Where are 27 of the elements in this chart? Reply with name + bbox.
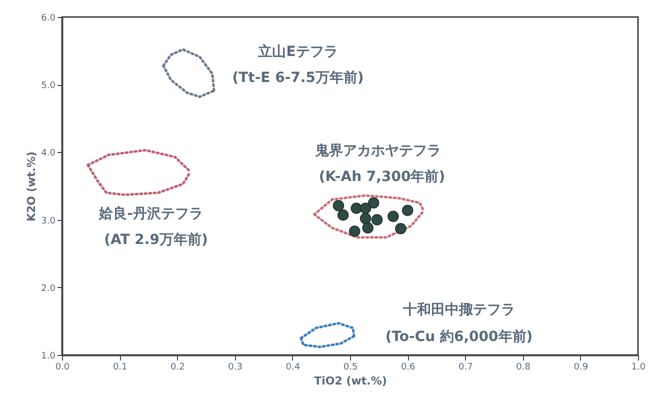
x-tick-label: 0.8 [516, 362, 531, 372]
x-axis-title: TiO2 (wt.%) [314, 374, 387, 388]
annotation: 姶良-丹沢テフラ [98, 205, 203, 222]
y-tick-label: 6.0 [41, 14, 56, 24]
x-tick-label: 0.3 [228, 362, 242, 372]
x-tick-label: 0.4 [286, 362, 300, 372]
annotation: 十和田中掫テフラ [402, 302, 515, 318]
annotation: 鬼界アカホヤテフラ [314, 143, 441, 159]
x-tick-label: 0.2 [170, 362, 185, 372]
y-tick-label: 1.0 [41, 352, 56, 362]
x-tick-label: 0.0 [55, 362, 70, 372]
x-tick-label: 0.1 [112, 362, 128, 372]
x-tick-label: 0.6 [400, 362, 416, 372]
annotation: (AT 2.9万年前) [104, 232, 208, 248]
x-tick-label: 0.5 [343, 362, 358, 372]
x-tick-label: 0.9 [574, 362, 588, 372]
y-tick-label: 2.0 [41, 284, 56, 294]
y-axis-title: K2O (wt.%) [25, 151, 38, 222]
annotation: 立山Eテフラ [257, 43, 338, 60]
y-tick-label: 3.0 [41, 216, 56, 226]
annotation: (To-Cu 約6,000年前) [385, 329, 533, 345]
x-tick-label: 0.7 [458, 362, 473, 372]
y-tick-label: 4.0 [41, 148, 56, 159]
y-tick-label: 5.0 [41, 81, 56, 92]
annotation: (K-Ah 7,300年前) [318, 169, 446, 185]
annotation: (Tt-E 6-7.5万年前) [232, 70, 364, 86]
x-tick-label: 1.0 [631, 362, 646, 372]
